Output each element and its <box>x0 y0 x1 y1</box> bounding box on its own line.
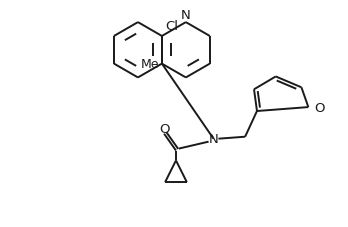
Text: Me: Me <box>141 58 159 71</box>
Text: N: N <box>209 133 219 146</box>
Text: N: N <box>181 9 191 22</box>
Text: O: O <box>314 101 325 114</box>
Text: Cl: Cl <box>165 20 178 33</box>
Text: O: O <box>159 123 169 136</box>
